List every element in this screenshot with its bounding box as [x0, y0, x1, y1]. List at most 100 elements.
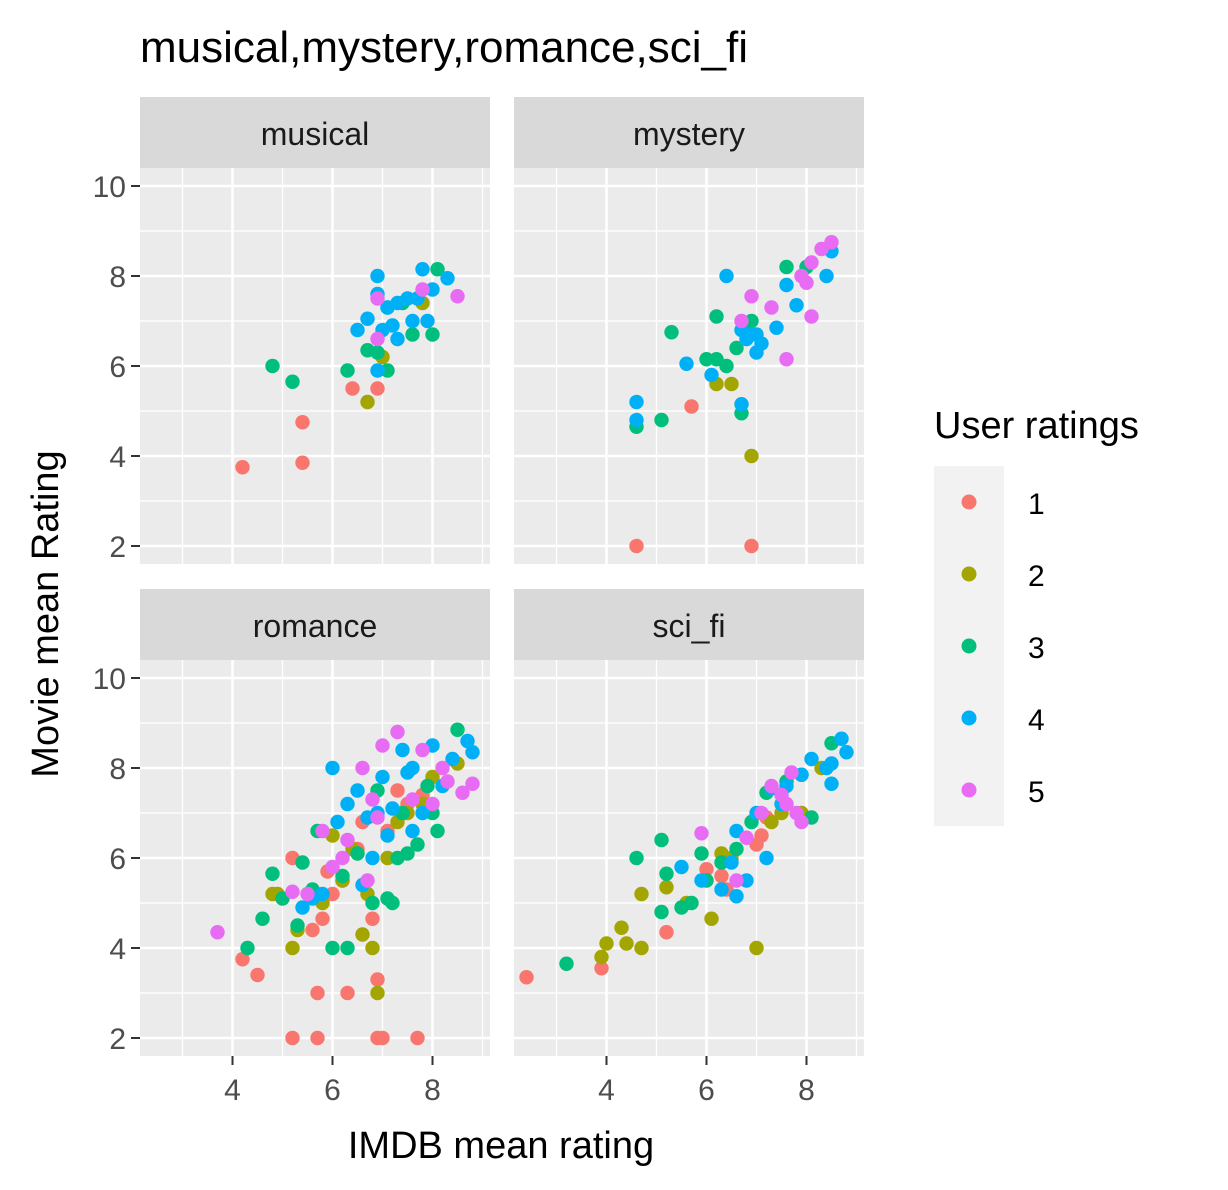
point-rating-4 — [405, 313, 420, 329]
point-rating-4 — [804, 751, 819, 767]
point-rating-4 — [819, 268, 834, 284]
point-rating-5 — [210, 925, 225, 940]
point-rating-1 — [684, 399, 699, 414]
facet-strip — [514, 589, 864, 660]
point-rating-2 — [724, 376, 739, 392]
point-rating-4 — [315, 886, 330, 902]
x-tick-label: 8 — [798, 1074, 815, 1107]
point-rating-3 — [654, 832, 669, 848]
point-rating-1 — [315, 911, 330, 926]
x-axis-title: IMDB mean rating — [348, 1125, 654, 1167]
point-rating-1 — [754, 828, 769, 843]
point-rating-4 — [759, 850, 774, 866]
legend: User ratings 1 2 3 4 5 — [934, 405, 1139, 826]
point-rating-4 — [824, 776, 839, 791]
point-rating-2 — [614, 920, 629, 935]
point-rating-4 — [739, 873, 754, 888]
point-rating-4 — [340, 796, 355, 812]
point-rating-5 — [754, 805, 769, 821]
point-rating-3 — [350, 846, 365, 861]
point-rating-3 — [694, 846, 709, 861]
y-tick-label: 6 — [109, 843, 126, 876]
point-rating-1 — [310, 985, 325, 1001]
point-rating-1 — [325, 886, 340, 902]
point-rating-5 — [315, 823, 330, 839]
legend-label-1: 1 — [1028, 488, 1045, 521]
point-rating-5 — [804, 309, 819, 324]
point-rating-4 — [350, 322, 365, 338]
point-rating-4 — [350, 783, 365, 798]
point-rating-3 — [265, 866, 280, 881]
point-rating-3 — [420, 778, 435, 794]
point-rating-4 — [360, 311, 375, 326]
legend-key-4 — [961, 710, 977, 726]
point-rating-4 — [420, 313, 435, 329]
point-rating-4 — [370, 268, 385, 284]
legend-key-2 — [961, 566, 977, 582]
point-rating-5 — [370, 331, 385, 347]
legend-key-5 — [961, 782, 977, 798]
point-rating-3 — [450, 722, 465, 737]
point-rating-2 — [744, 448, 759, 464]
y-tick-label: 8 — [109, 261, 126, 294]
point-rating-1 — [629, 538, 644, 554]
point-rating-4 — [395, 742, 410, 758]
point-rating-1 — [410, 1030, 425, 1046]
point-rating-1 — [235, 460, 250, 475]
point-rating-1 — [744, 538, 759, 554]
point-rating-4 — [749, 345, 764, 360]
point-rating-1 — [310, 1030, 325, 1046]
point-rating-1 — [375, 1030, 390, 1046]
point-rating-3 — [400, 846, 415, 861]
point-rating-4 — [674, 859, 689, 875]
point-rating-4 — [679, 356, 694, 371]
y-tick-label: 2 — [109, 531, 126, 564]
point-rating-1 — [250, 967, 265, 983]
facet-mystery: mystery — [514, 97, 864, 564]
point-rating-5 — [300, 886, 315, 902]
point-rating-3 — [430, 262, 445, 277]
point-rating-2 — [285, 940, 300, 956]
point-rating-5 — [744, 289, 759, 304]
x-tick-label: 8 — [424, 1074, 441, 1107]
point-rating-4 — [460, 733, 475, 749]
point-rating-3 — [559, 956, 574, 971]
facet-strip-label: mystery — [633, 116, 745, 152]
point-rating-3 — [729, 340, 744, 356]
point-rating-5 — [784, 765, 799, 780]
chart-title: musical,mystery,romance,sci_fi — [140, 23, 748, 72]
point-rating-5 — [355, 760, 370, 776]
point-rating-3 — [335, 868, 350, 884]
point-rating-4 — [789, 298, 804, 313]
point-rating-4 — [325, 760, 340, 776]
point-rating-5 — [450, 289, 465, 304]
point-rating-1 — [594, 961, 609, 976]
facet-romance: romance 2 4 6 8 10 4 6 8 — [93, 589, 490, 1107]
point-rating-5 — [465, 776, 480, 791]
point-rating-2 — [370, 985, 385, 1001]
point-rating-2 — [355, 927, 370, 942]
point-rating-4 — [385, 801, 400, 816]
facet-sci-fi: sci_fi 4 6 8 — [514, 589, 864, 1107]
point-rating-3 — [629, 850, 644, 866]
point-rating-5 — [425, 796, 440, 812]
point-rating-1 — [659, 925, 674, 940]
point-rating-2 — [365, 940, 380, 956]
point-rating-1 — [390, 783, 405, 798]
legend-title: User ratings — [934, 405, 1139, 447]
point-rating-5 — [794, 814, 809, 830]
point-rating-3 — [340, 363, 355, 378]
legend-label-3: 3 — [1028, 632, 1045, 665]
point-rating-4 — [629, 412, 644, 428]
point-rating-1 — [365, 911, 380, 926]
point-rating-5 — [325, 859, 340, 875]
facet-strip-label: sci_fi — [653, 608, 726, 644]
point-rating-4 — [385, 318, 400, 333]
point-rating-3 — [380, 363, 395, 378]
point-rating-1 — [519, 970, 534, 985]
point-rating-5 — [455, 785, 470, 800]
point-rating-4 — [365, 850, 380, 866]
point-rating-4 — [465, 745, 480, 760]
